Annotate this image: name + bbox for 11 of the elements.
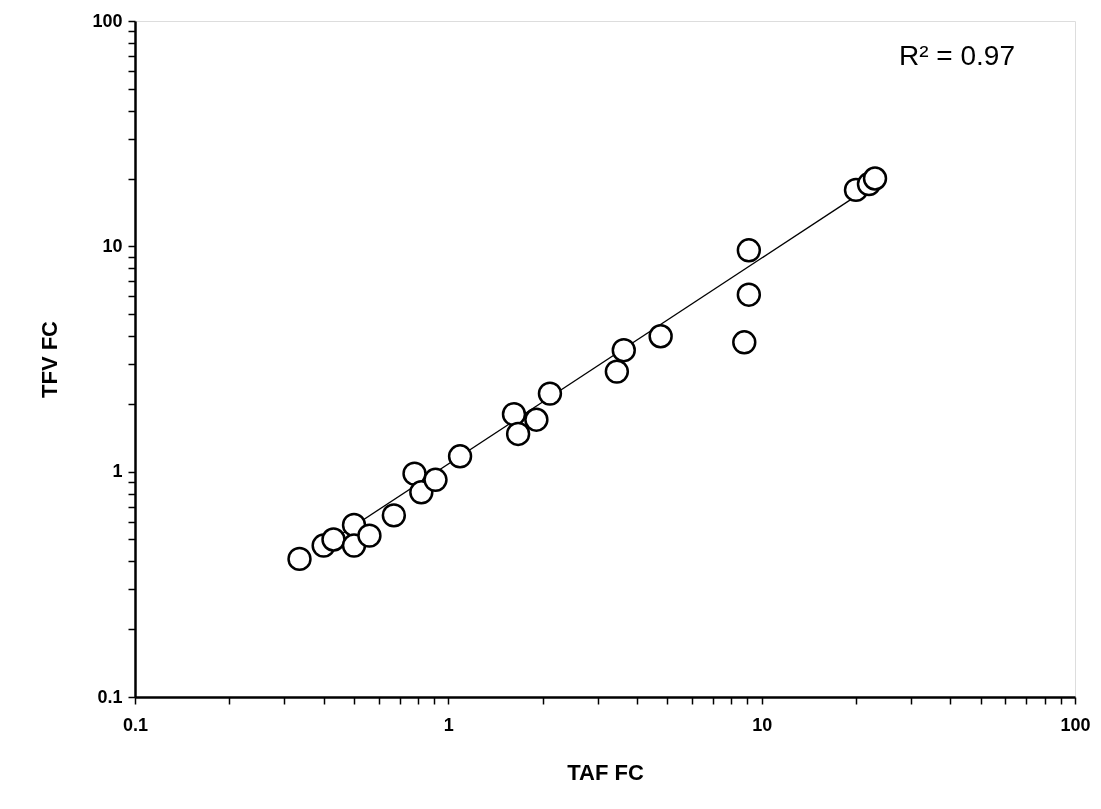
x-tick-label: 0.1 xyxy=(122,714,149,735)
y-tick-label: 1 xyxy=(112,461,123,482)
y-tick-label: 100 xyxy=(92,10,123,31)
x-tick-label: 10 xyxy=(752,714,773,735)
y-tick-label: 0.1 xyxy=(97,686,123,707)
x-tick-label: 1 xyxy=(443,714,454,735)
x-axis-title: TAF FC xyxy=(567,759,644,785)
x-tick-label: 100 xyxy=(1060,714,1091,735)
y-axis-title: TFV FC xyxy=(37,320,63,398)
y-tick-label: 10 xyxy=(102,235,123,256)
annotation: R² = 0.97 xyxy=(899,40,1015,71)
